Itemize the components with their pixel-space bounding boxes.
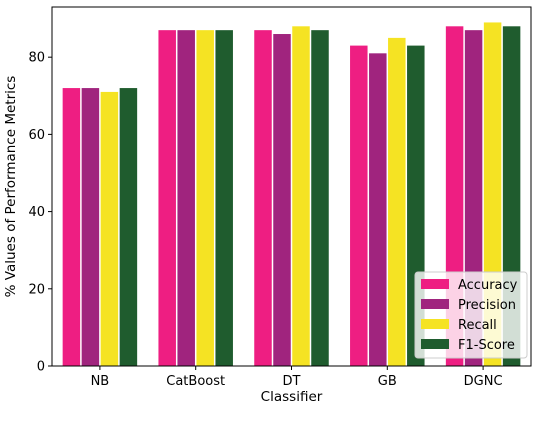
legend-swatch-precision <box>421 299 449 309</box>
y-tick-label: 60 <box>28 128 45 143</box>
x-tick-label: NB <box>91 374 110 389</box>
bar-precision-gb <box>369 53 387 367</box>
legend-label-precision: Precision <box>458 298 516 313</box>
bar-f1-score-dt <box>311 30 329 367</box>
bar-precision-catboost <box>177 30 195 367</box>
legend-label-recall: Recall <box>458 318 497 333</box>
y-tick-label: 80 <box>28 51 45 66</box>
x-tick-label: CatBoost <box>166 374 225 389</box>
bar-recall-nb <box>100 91 119 366</box>
bar-precision-dt <box>273 34 291 366</box>
bar-recall-dt <box>292 26 310 366</box>
legend-box <box>414 271 528 359</box>
y-tick-label: 0 <box>37 360 45 375</box>
bars-group <box>62 22 521 367</box>
bar-f1-score-catboost <box>215 30 233 367</box>
legend-swatch-recall <box>421 319 449 329</box>
bar-accuracy-dt <box>254 30 272 367</box>
x-tick-label: DT <box>283 374 301 389</box>
x-tick-label: DGNC <box>464 374 503 389</box>
y-tick-label: 40 <box>28 205 45 220</box>
legend-label-f1-score: F1-Score <box>458 338 515 353</box>
y-axis-label: % Values of Performance Metrics <box>3 76 19 298</box>
legend-swatch-f1-score <box>421 339 449 349</box>
bar-recall-gb <box>388 37 406 367</box>
bar-precision-nb <box>81 88 100 366</box>
legend: Accuracy Precision Recall F1-Score <box>414 271 528 359</box>
legend-swatch-accuracy <box>421 279 449 289</box>
x-axis-label: Classifier <box>261 389 323 405</box>
bar-f1-score-nb <box>119 88 138 366</box>
bar-accuracy-nb <box>62 88 81 366</box>
legend-label-accuracy: Accuracy <box>458 278 518 293</box>
bar-recall-catboost <box>196 30 214 367</box>
y-tick-label: 20 <box>28 282 45 297</box>
axes-group: 0 20 40 60 80 NB CatBoost DT GB DGNC <box>28 6 532 389</box>
bar-accuracy-catboost <box>158 30 176 367</box>
bar-accuracy-gb <box>350 45 368 367</box>
x-tick-label: GB <box>378 374 397 389</box>
